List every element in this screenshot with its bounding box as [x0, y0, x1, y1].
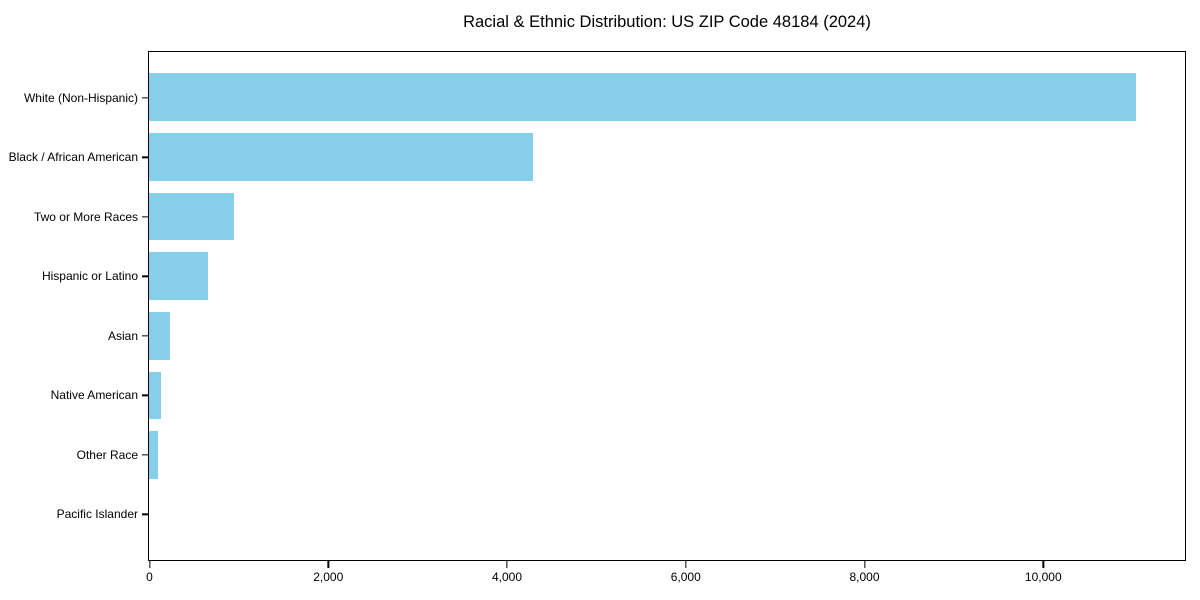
x-tick-mark — [506, 560, 508, 568]
x-tick-mark — [327, 560, 329, 568]
y-tick-mark — [141, 513, 149, 515]
y-tick-mark — [141, 394, 149, 396]
bar-asian — [149, 311, 170, 360]
bar-white-non-hispanic — [149, 73, 1136, 122]
y-tick-mark — [141, 97, 149, 99]
x-axis-ticks — [148, 560, 1185, 568]
y-tick-label-two-or-more-races: Two or More Races — [33, 209, 138, 224]
y-axis-labels: White (Non-Hispanic) Black / African Amer… — [0, 53, 138, 560]
x-tick-mark — [863, 560, 866, 568]
bar-black-african-american — [149, 133, 533, 181]
y-tick-mark — [141, 156, 149, 158]
y-tick-label-asian: Asian — [107, 328, 138, 343]
y-tick-label-native-american: Native American — [50, 388, 138, 403]
y-tick-label-white-non-hispanic: White (Non-Hispanic) — [23, 90, 138, 105]
y-tick-mark — [141, 216, 149, 218]
chart-title: Racial & Ethnic Distribution: US ZIP Cod… — [463, 13, 871, 31]
x-axis-labels: 0 2,000 4,000 6,000 8,000 10,000 — [146, 570, 1185, 586]
bar-native-american — [149, 371, 161, 420]
bar-hispanic-or-latino — [149, 252, 209, 301]
x-tick-label-8-000: 8,000 — [849, 570, 880, 584]
y-tick-label-hispanic-or-latino: Hispanic or Latino — [41, 269, 138, 284]
x-tick-label-6-000: 6,000 — [670, 570, 701, 584]
x-tick-label-0: 0 — [146, 570, 153, 584]
bar-two-or-more-races — [149, 192, 234, 241]
y-tick-mark — [141, 335, 149, 337]
x-tick-mark — [685, 560, 687, 568]
x-tick-label-4-000: 4,000 — [491, 570, 523, 584]
bars-layer — [149, 52, 1185, 560]
y-tick-label-black-african-american: Black / African American — [8, 150, 138, 165]
y-tick-mark — [141, 275, 149, 277]
x-tick-label-10-000: 10,000 — [1024, 570, 1062, 584]
x-tick-label-2-000: 2,000 — [313, 570, 344, 584]
y-axis-ticks — [141, 53, 149, 560]
y-tick-label-other-race: Other Race — [76, 447, 138, 462]
y-tick-label-pacific-islander: Pacific Islander — [56, 507, 138, 522]
x-tick-mark — [148, 560, 151, 568]
plot-area — [148, 51, 1186, 561]
x-tick-mark — [1042, 560, 1044, 568]
y-tick-mark — [141, 454, 149, 456]
bar-other-race — [149, 431, 158, 479]
